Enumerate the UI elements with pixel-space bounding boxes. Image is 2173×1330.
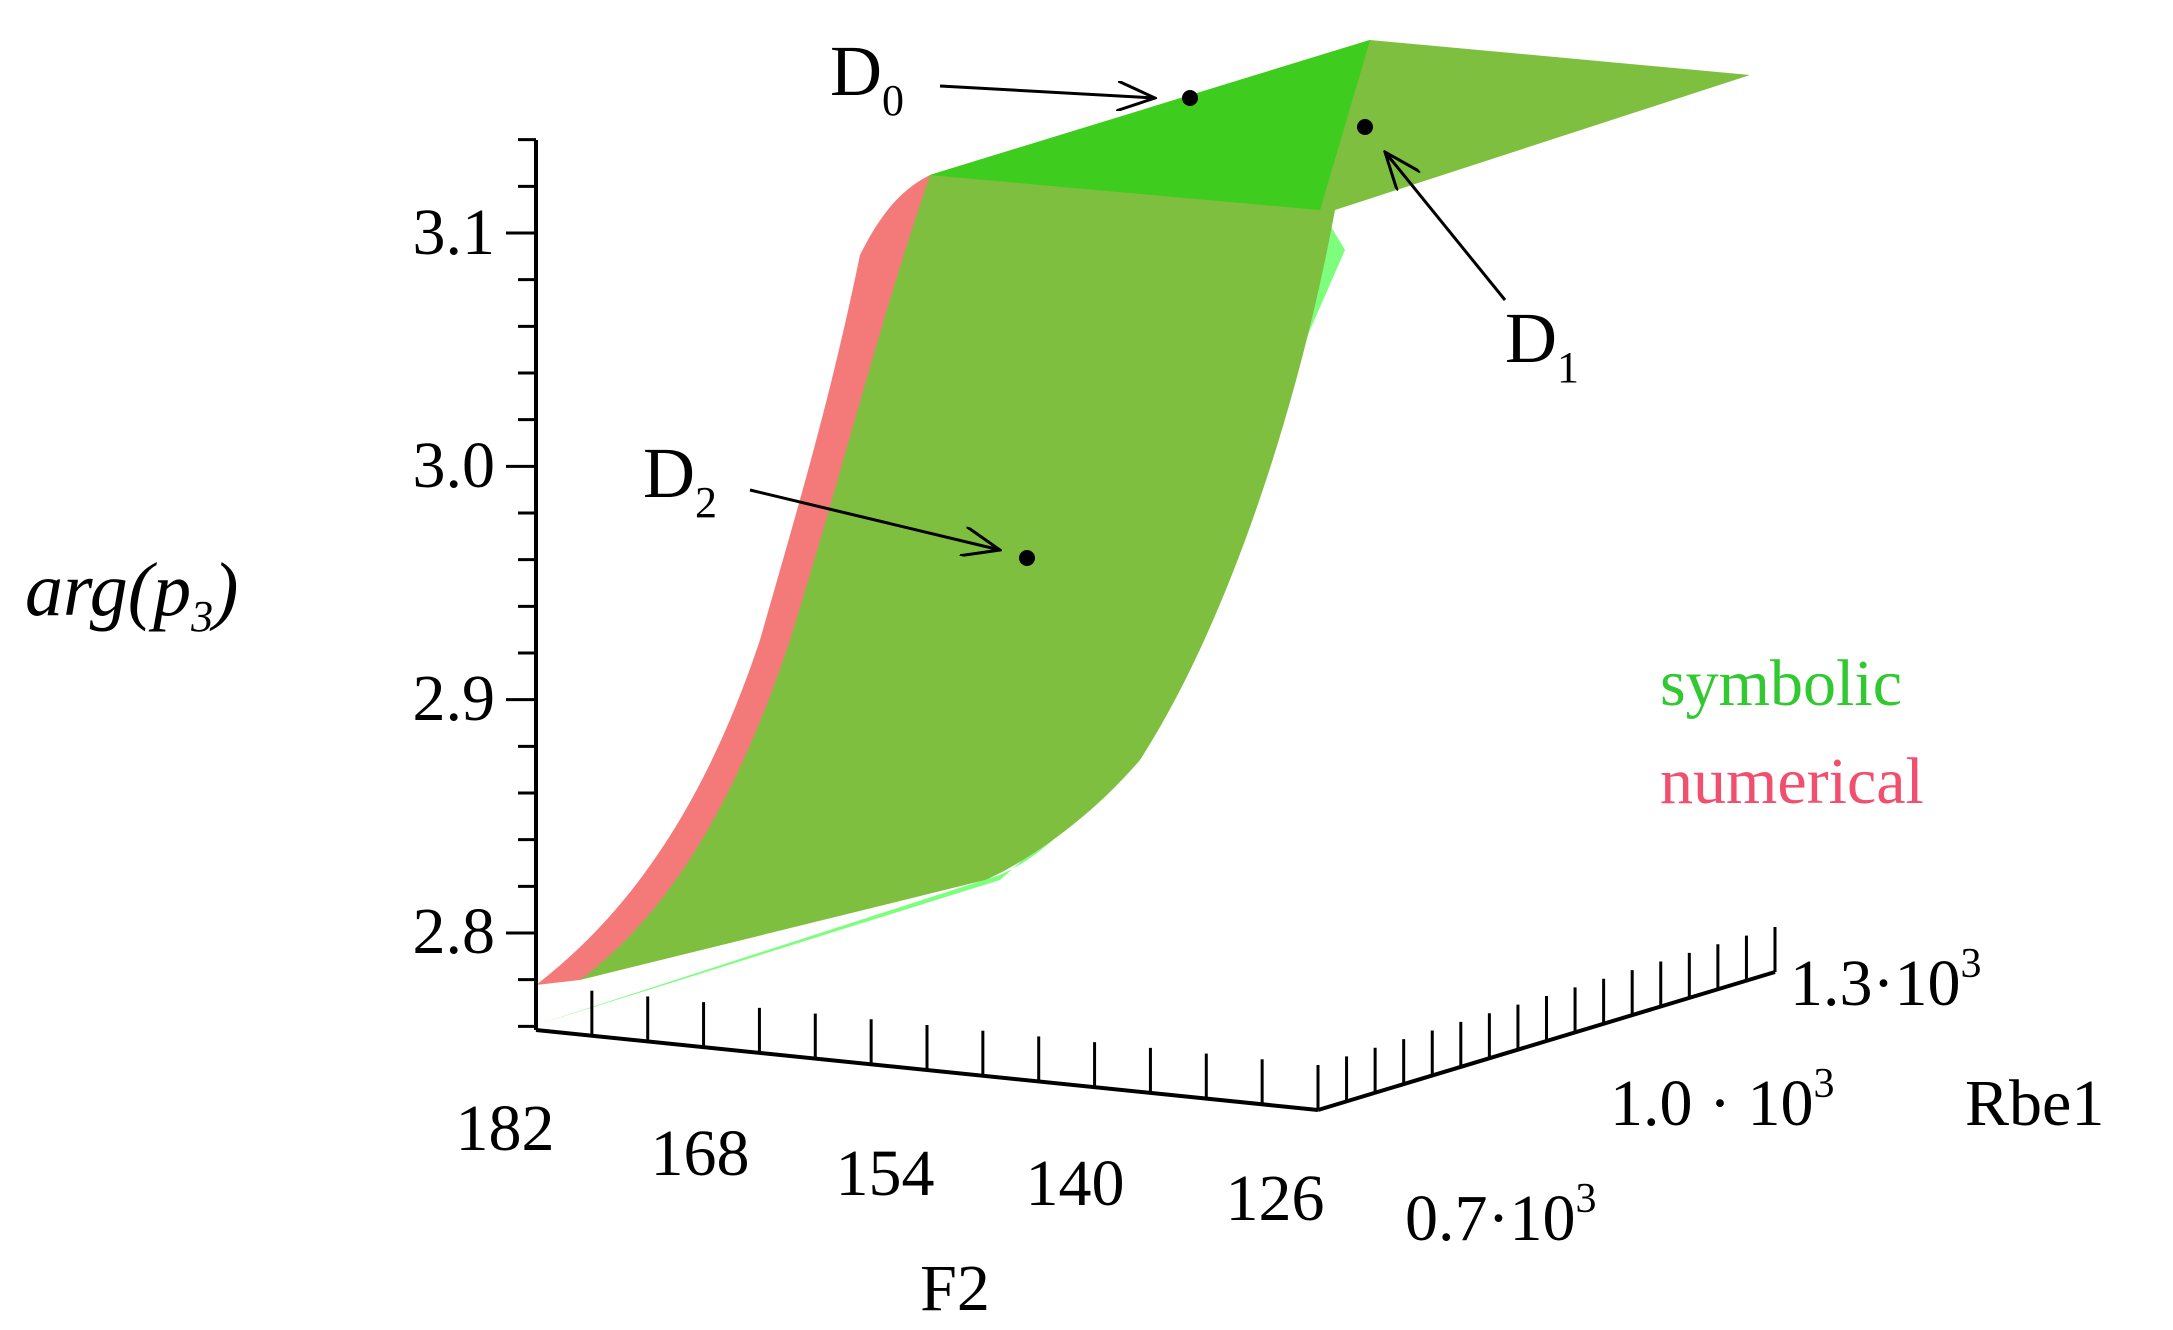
annotation-arrow-d2 xyxy=(749,488,1000,550)
x-tick-label: 140 xyxy=(1026,1147,1125,1220)
annotation-label-d0: D0 xyxy=(830,31,904,125)
x-tick-label: 168 xyxy=(651,1117,750,1190)
z-tick-labels: 3.1 3.0 2.9 2.8 xyxy=(413,196,496,968)
legend-entry-symbolic: symbolic xyxy=(1660,647,1902,720)
surfaces xyxy=(536,40,1750,1025)
x-axis-title: F2 xyxy=(920,1252,990,1325)
point-d0 xyxy=(1182,90,1198,106)
z-tick-label: 2.8 xyxy=(413,895,496,968)
y-tick-label: 0.7·103 xyxy=(1405,1176,1596,1255)
z-tick-label: 3.1 xyxy=(413,196,496,269)
point-d1 xyxy=(1357,119,1373,135)
annotation-label-d2: D2 xyxy=(643,433,717,527)
y-tick-label: 1.0 · 103 xyxy=(1610,1061,1834,1140)
z-tick-label: 2.9 xyxy=(413,662,496,735)
x-tick-labels: 182 168 154 140 126 xyxy=(456,1092,1325,1235)
annotation-arrow-d0 xyxy=(939,86,1155,98)
y-minor-ticks xyxy=(1316,927,1777,1110)
point-d2 xyxy=(1019,550,1035,566)
annotation-label-d1: D1 xyxy=(1505,298,1579,392)
y-axis-title: Rbe1 xyxy=(1965,1067,2104,1140)
symbolic-surface xyxy=(580,40,1750,980)
numerical-surface xyxy=(536,175,960,985)
z-tick-label: 3.0 xyxy=(413,429,496,502)
z-axis-title: arg(p3) xyxy=(25,548,238,641)
legend: symbolic numerical xyxy=(1660,647,1924,818)
legend-entry-numerical: numerical xyxy=(1660,745,1924,818)
x-minor-ticks xyxy=(534,985,1320,1110)
z-minor-ticks xyxy=(506,138,536,1028)
y-tick-label: 1.3·103 xyxy=(1790,941,1981,1020)
annotations: D0 D1 D2 xyxy=(643,31,1579,566)
annotation-arrow-d1 xyxy=(1385,152,1507,301)
x-tick-label: 182 xyxy=(456,1092,555,1165)
symbolic-top-face-2 xyxy=(930,40,1370,210)
x-tick-label: 126 xyxy=(1226,1162,1325,1235)
y-tick-labels: 0.7·103 1.0 · 103 1.3·103 xyxy=(1405,941,1981,1255)
x-tick-label: 154 xyxy=(836,1137,935,1210)
axes xyxy=(506,138,1777,1112)
